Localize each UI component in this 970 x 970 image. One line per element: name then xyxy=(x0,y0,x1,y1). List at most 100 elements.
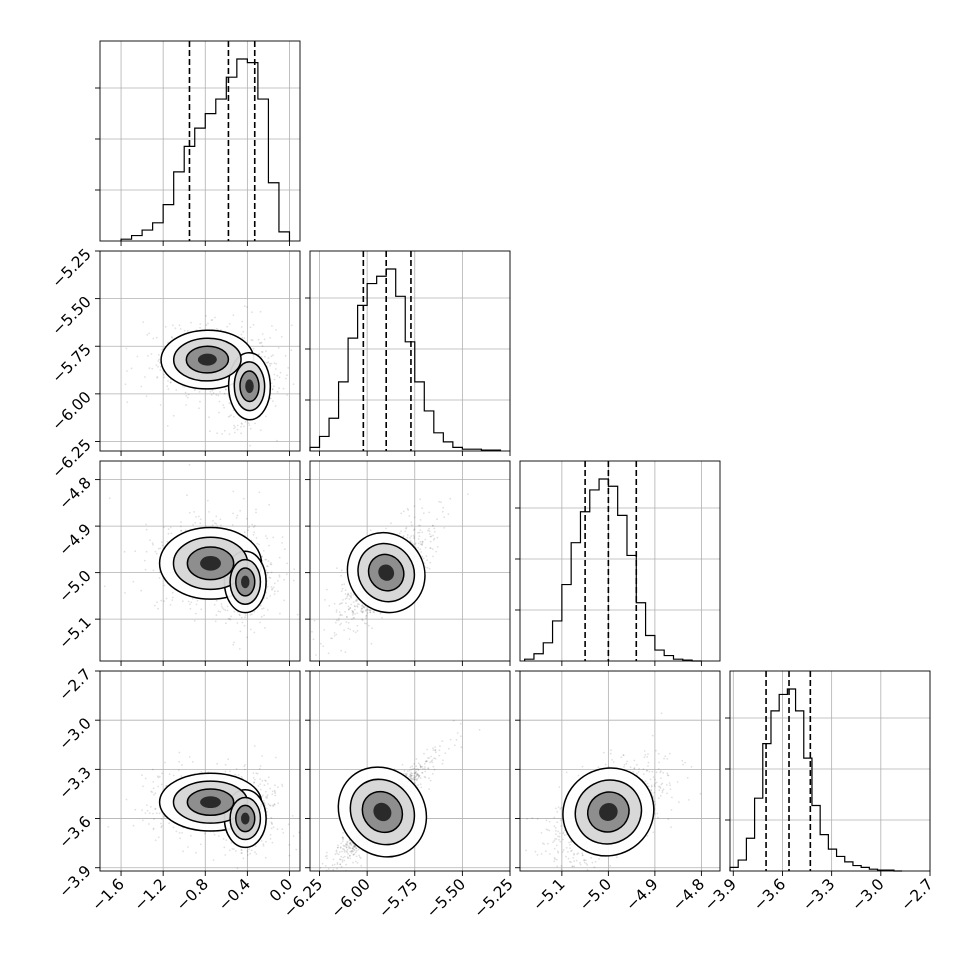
sample-point xyxy=(171,336,174,339)
sample-point xyxy=(428,511,430,514)
sample-point xyxy=(427,529,429,532)
sample-point xyxy=(353,605,356,607)
sample-point xyxy=(180,521,182,524)
sample-point xyxy=(160,825,163,827)
sample-point xyxy=(244,616,246,619)
sample-point xyxy=(290,349,293,352)
sample-point xyxy=(278,556,281,559)
sample-point xyxy=(345,602,347,605)
sample-point xyxy=(269,563,272,566)
sample-point xyxy=(153,604,156,607)
sample-point xyxy=(224,770,227,773)
sample-point xyxy=(432,534,434,537)
sample-point xyxy=(349,595,351,597)
sample-point xyxy=(360,605,363,607)
sample-point xyxy=(267,783,269,785)
sample-point xyxy=(250,628,252,631)
sample-point xyxy=(215,327,218,330)
sample-point xyxy=(348,638,351,640)
sample-point xyxy=(428,527,430,530)
sample-point xyxy=(252,526,255,528)
sample-point xyxy=(351,609,354,612)
sample-point xyxy=(159,365,162,368)
sample-point xyxy=(278,575,281,578)
sample-point xyxy=(275,329,277,331)
sample-point xyxy=(270,827,273,830)
hist-frame-0 xyxy=(99,40,301,242)
sample-point xyxy=(432,555,434,558)
sample-point xyxy=(160,826,163,829)
sample-point xyxy=(351,614,354,616)
sample-point xyxy=(280,336,283,338)
sample-point xyxy=(316,598,318,600)
sample-point xyxy=(369,611,372,614)
sample-point xyxy=(227,617,230,620)
sample-point xyxy=(358,603,360,606)
sample-point xyxy=(179,837,182,840)
sample-point xyxy=(362,610,365,613)
sample-point xyxy=(157,776,160,779)
sample-point xyxy=(341,583,343,586)
sample-point xyxy=(327,652,330,655)
sample-point xyxy=(154,807,157,810)
sample-point xyxy=(180,775,183,778)
sample-point xyxy=(156,601,158,604)
sample-point xyxy=(264,558,267,561)
sample-point xyxy=(170,336,173,338)
sample-point xyxy=(172,324,174,327)
sample-point xyxy=(286,374,288,377)
sample-point xyxy=(344,593,347,595)
sample-point xyxy=(340,622,342,625)
sample-point xyxy=(279,371,282,374)
sample-point xyxy=(346,595,349,597)
hist-panel-1 xyxy=(305,250,511,452)
sample-point xyxy=(347,608,350,611)
sample-point xyxy=(314,565,316,567)
sample-point xyxy=(361,611,364,614)
sample-point xyxy=(333,632,336,634)
sample-point xyxy=(330,637,332,640)
sample-point xyxy=(107,826,110,828)
sample-point xyxy=(322,645,325,647)
sample-point xyxy=(421,540,424,543)
sample-point xyxy=(172,826,175,829)
sample-point xyxy=(281,785,284,787)
sample-point xyxy=(381,616,383,619)
sample-point xyxy=(199,400,201,403)
sample-point xyxy=(141,809,144,811)
sample-point xyxy=(269,804,272,807)
sample-point xyxy=(151,542,154,544)
sample-point xyxy=(273,582,276,585)
sample-point xyxy=(250,339,253,341)
sample-point xyxy=(249,427,252,430)
sample-point xyxy=(333,634,336,637)
sample-point xyxy=(412,529,415,532)
sample-point xyxy=(267,571,269,574)
sample-point xyxy=(206,499,209,502)
sample-point xyxy=(361,607,364,610)
sample-point xyxy=(130,367,133,370)
sample-point xyxy=(265,350,267,352)
sample-point xyxy=(147,355,149,357)
sample-point xyxy=(265,361,268,364)
sample-point xyxy=(428,567,431,570)
sample-point xyxy=(407,509,410,511)
sample-point xyxy=(354,608,356,611)
sample-point xyxy=(272,804,274,807)
sample-point xyxy=(154,550,157,553)
sample-point xyxy=(232,643,235,646)
sample-point xyxy=(216,762,219,765)
sample-point xyxy=(258,353,261,355)
panel-body xyxy=(100,461,318,661)
sample-point xyxy=(236,622,239,624)
sample-point xyxy=(229,849,231,852)
sample-point xyxy=(169,381,172,384)
sample-point xyxy=(347,627,350,630)
sample-point xyxy=(370,642,373,645)
sample-point xyxy=(154,808,157,810)
sample-point xyxy=(242,330,245,333)
sample-point xyxy=(152,812,155,815)
sample-point xyxy=(362,606,365,608)
sample-point xyxy=(256,772,259,775)
sample-point xyxy=(277,347,280,349)
